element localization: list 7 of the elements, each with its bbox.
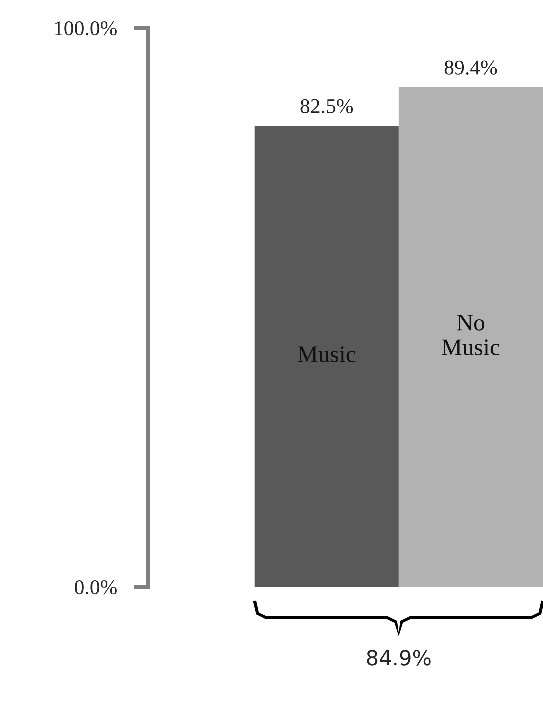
data-label: 89.4% — [444, 60, 498, 75]
x-tick-label: Music — [298, 346, 356, 362]
data-label: 82.5% — [300, 99, 354, 114]
y-tick-label: 100.0% — [55, 22, 117, 36]
text: 84.9% — [367, 650, 431, 666]
y-tick-label: 0.0% — [75, 580, 117, 595]
x-tick-label: No Music — [442, 315, 500, 356]
